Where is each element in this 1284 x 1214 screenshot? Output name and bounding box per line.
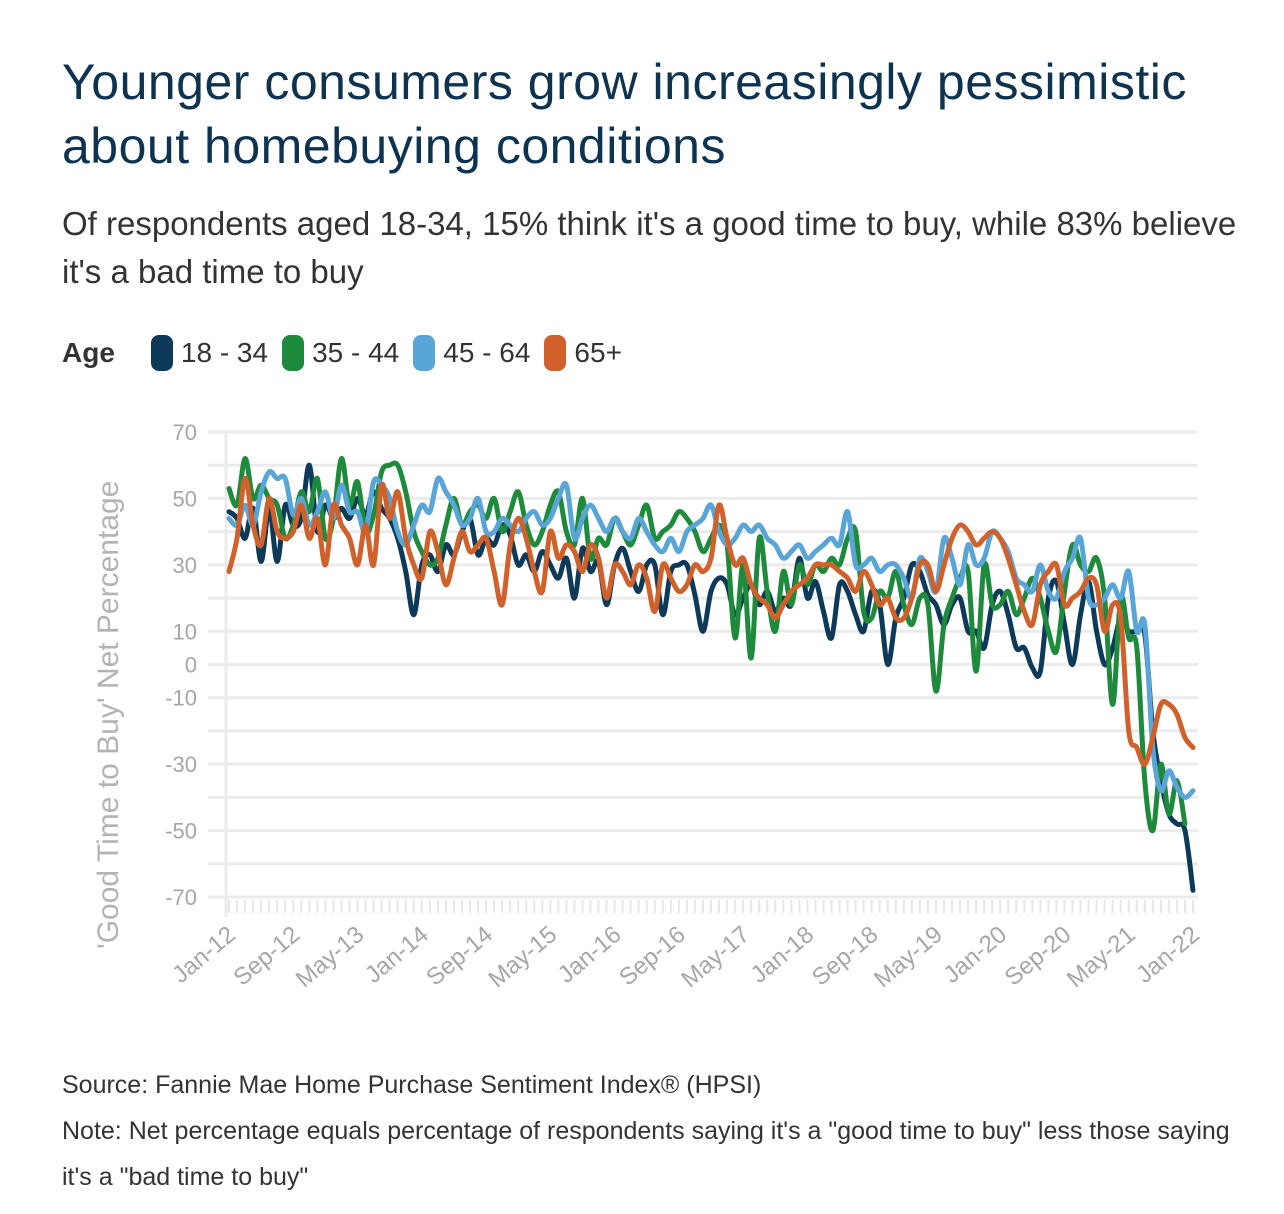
- legend-label: 18 - 34: [180, 337, 269, 368]
- x-tick-label: May-21: [1062, 921, 1141, 993]
- legend-item-18-34[interactable]: 18 - 34: [150, 335, 269, 371]
- y-axis-title: 'Good Time to Buy' Net Percentage: [92, 481, 125, 949]
- legend-label: 45 - 64: [443, 337, 531, 368]
- x-tick-label: Sep-20: [1000, 921, 1077, 991]
- legend-item-45-64[interactable]: 45 - 64: [413, 335, 530, 371]
- series-lines: [226, 456, 1196, 893]
- x-tick-label: Jan-22: [1131, 921, 1205, 989]
- y-tick-label: 70: [173, 420, 197, 445]
- series-line-18-34: [226, 462, 1196, 893]
- legend-item-35-44[interactable]: 35 - 44: [282, 335, 399, 371]
- series-line-65: [226, 475, 1196, 767]
- line-chart: 70 50 30 10 0 -10 -30 -50 -70 Jan-12Sep-12May-13…: [92, 420, 1205, 993]
- source-note: Source: Fannie Mae Home Purchase Sentime…: [62, 1071, 762, 1099]
- y-axis-ticks: 70 50 30 10 0 -10 -30 -50 -70: [165, 420, 197, 910]
- x-tick-label: Sep-14: [421, 921, 498, 991]
- x-axis-ticks: Jan-12Sep-12May-13Jan-14Sep-14May-15Jan-…: [167, 921, 1205, 993]
- y-tick-label: -70: [165, 885, 197, 910]
- footer: Source: Fannie Mae Home Purchase Sentime…: [62, 1062, 1242, 1200]
- legend: Age 18 - 34 35 - 44 45 - 64 65+: [62, 335, 636, 371]
- x-tick-label: Jan-12: [167, 921, 241, 989]
- legend-swatch: [282, 335, 305, 371]
- method-note: Note: Net percentage equals percentage o…: [62, 1117, 1230, 1191]
- x-tick-label: Sep-16: [614, 921, 691, 991]
- legend-title: Age: [62, 337, 115, 368]
- x-tick-label: May-15: [484, 921, 563, 993]
- y-tick-label: 10: [173, 619, 197, 644]
- y-tick-label: 50: [173, 486, 197, 511]
- legend-swatch: [413, 335, 436, 371]
- series-line-45-64: [226, 468, 1196, 800]
- x-tick-label: May-19: [869, 921, 948, 993]
- x-tick-label: May-17: [676, 921, 755, 993]
- y-tick-label: 0: [185, 653, 197, 678]
- legend-label: 35 - 44: [312, 337, 400, 368]
- y-tick-label: -30: [165, 752, 197, 777]
- legend-swatch: [544, 335, 567, 371]
- y-tick-label: 30: [173, 553, 197, 578]
- y-tick-label: -10: [165, 686, 197, 711]
- x-tick-label: Sep-12: [228, 921, 305, 991]
- legend-label: 65+: [574, 337, 622, 368]
- chart-subtitle: Of respondents aged 18-34, 15% think it'…: [62, 205, 1237, 290]
- x-tick-label: Jan-18: [746, 921, 820, 989]
- legend-item-65-plus[interactable]: 65+: [544, 335, 622, 371]
- x-tick-label: Jan-16: [553, 921, 627, 989]
- y-tick-label: -50: [165, 819, 197, 844]
- x-tick-label: Jan-14: [360, 921, 434, 989]
- legend-swatch: [150, 335, 173, 371]
- x-tick-label: Jan-20: [938, 921, 1012, 989]
- x-tick-label: May-13: [291, 921, 370, 993]
- chart-title: Younger consumers grow increasingly pess…: [62, 54, 1187, 174]
- x-tick-label: Sep-18: [807, 921, 884, 991]
